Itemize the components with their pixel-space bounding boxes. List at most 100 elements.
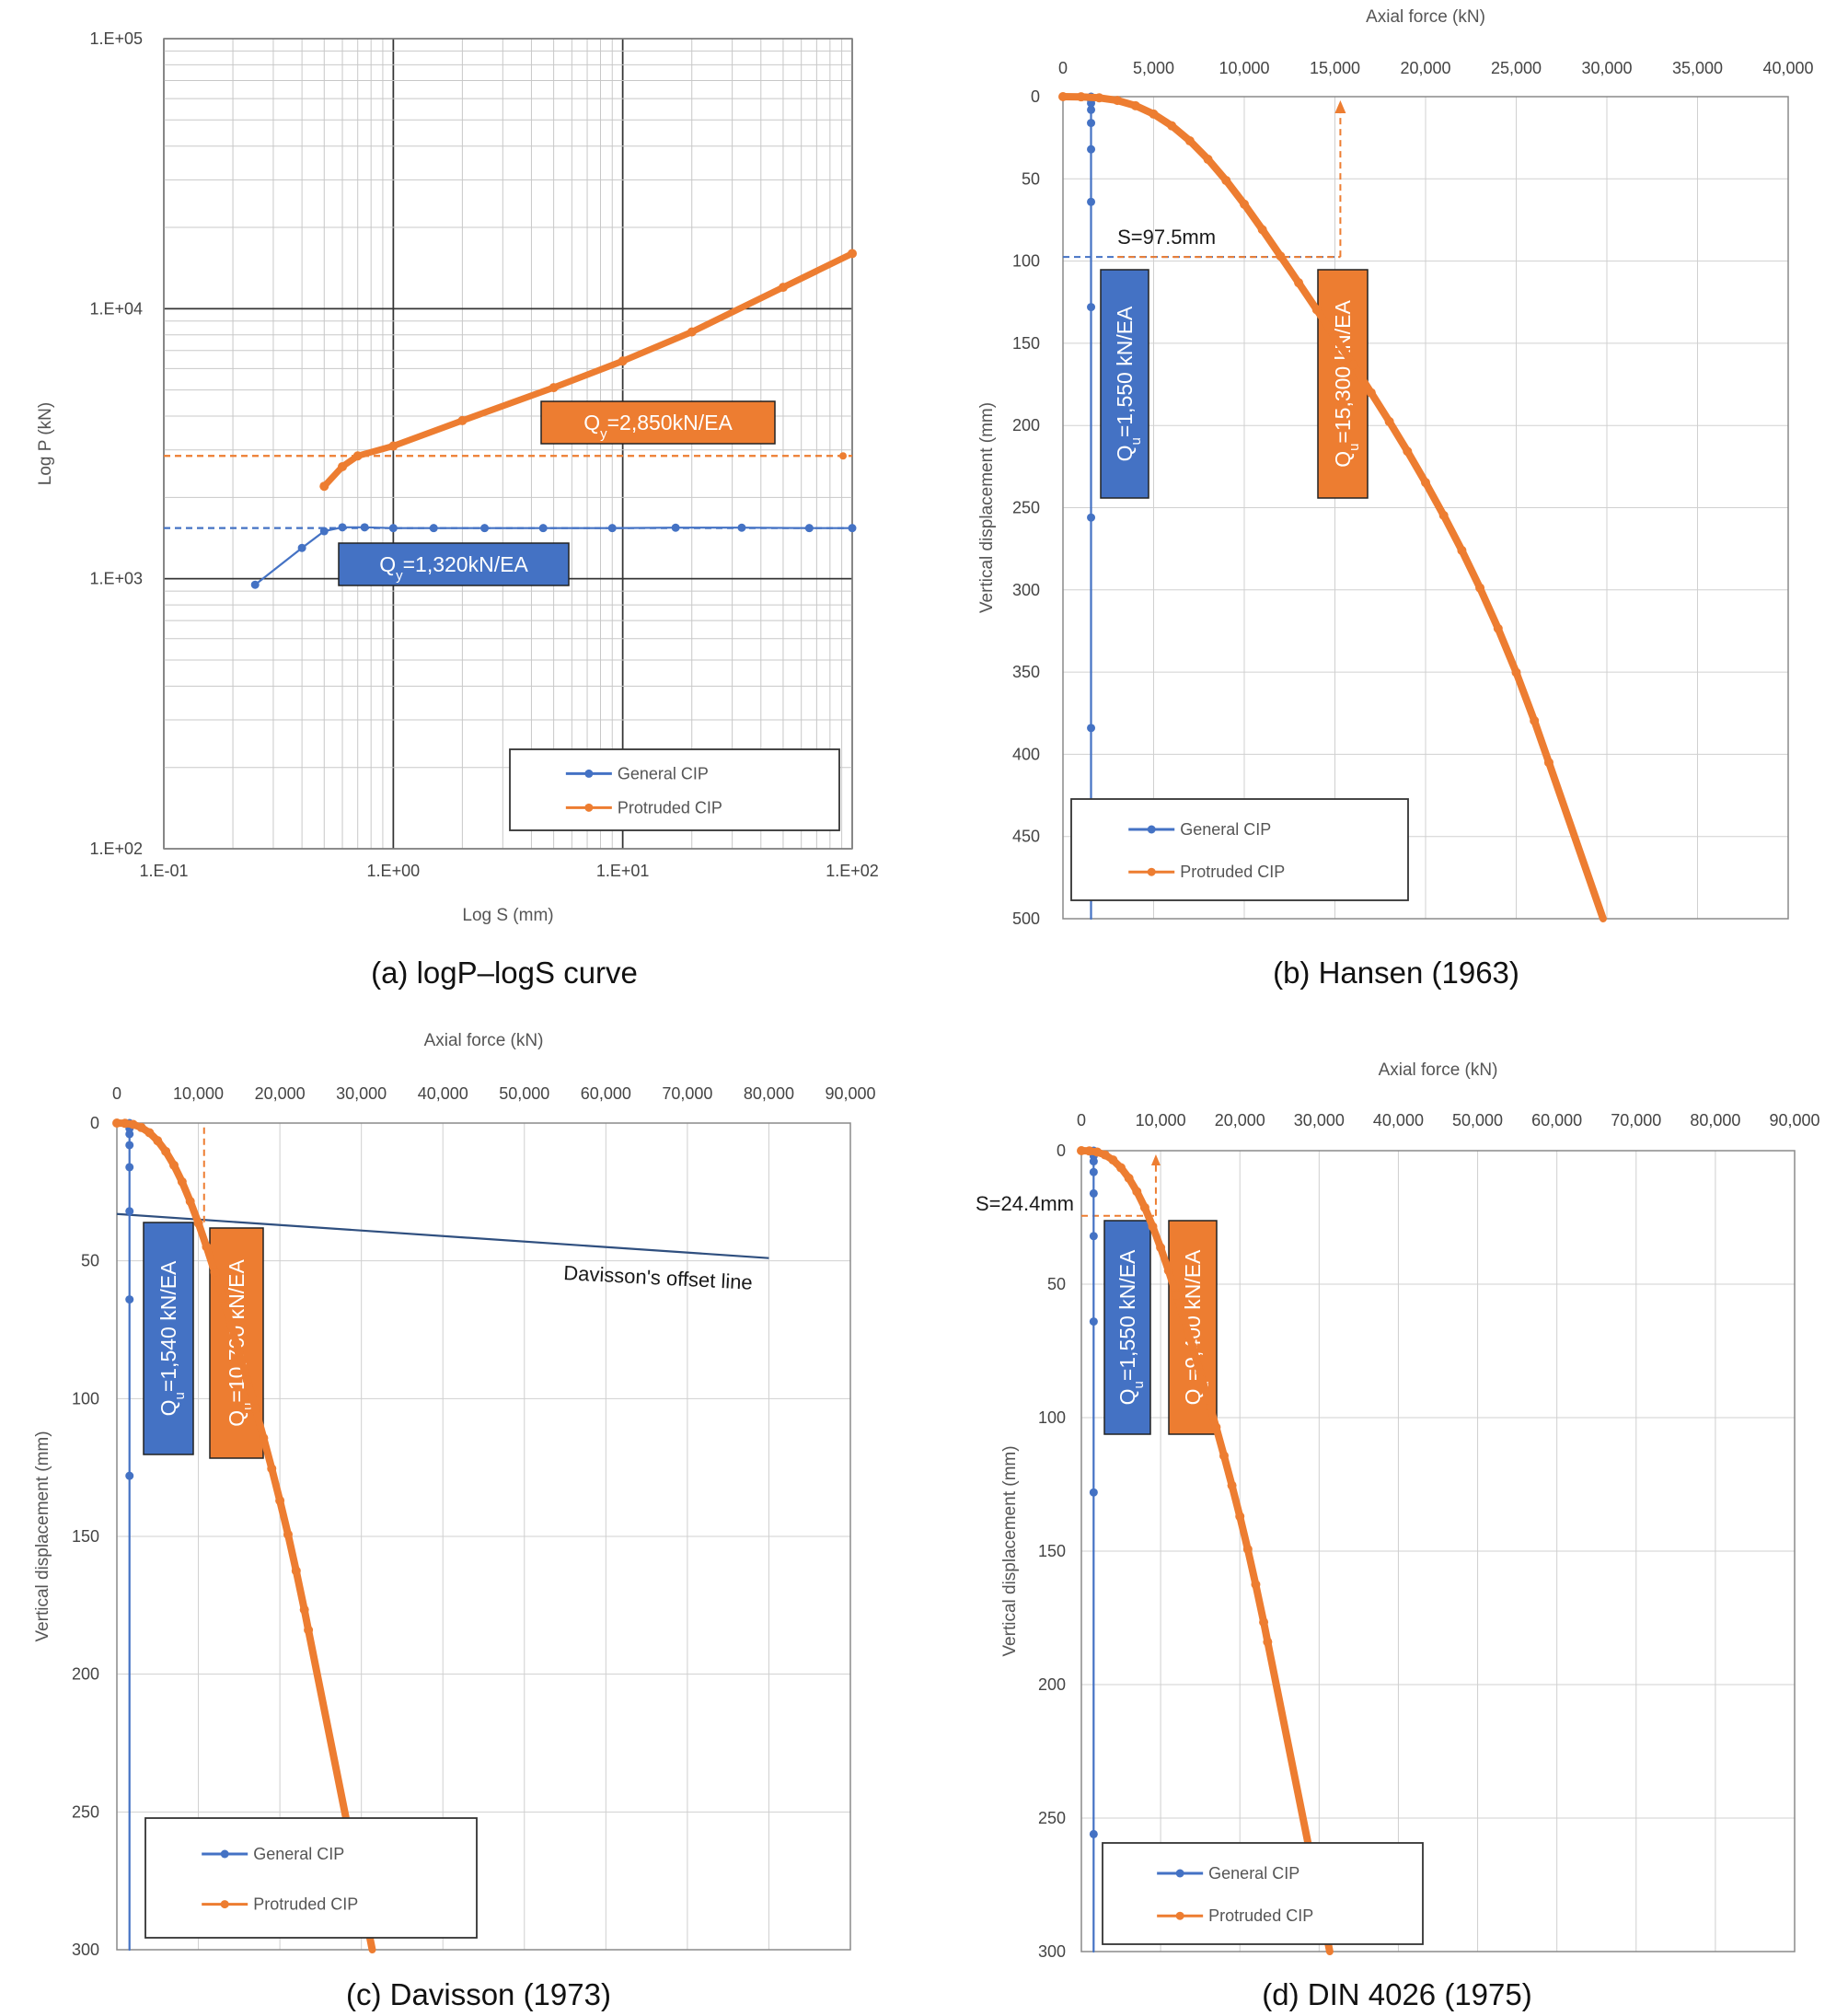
data-point — [1130, 100, 1140, 110]
chart-c: 0 10,000 20,000 30,000 40,000 50,000 60,000 70,… — [33, 1031, 876, 2011]
data-point — [1089, 1488, 1098, 1497]
y-axis-title: Vertical displacement (mm) — [33, 1431, 52, 1641]
data-point — [360, 523, 369, 532]
x-tick-label: 50,000 — [1452, 1111, 1503, 1130]
data-point — [259, 1433, 269, 1443]
data-point — [1108, 1155, 1118, 1165]
series-protruded-cip — [112, 1118, 376, 1953]
data-point — [1149, 109, 1159, 119]
data-point — [1240, 199, 1249, 209]
x-tick-label: 30,000 — [1581, 59, 1632, 77]
gridlines — [163, 38, 853, 850]
x-tick-label: 0 — [112, 1084, 121, 1103]
legend-marker — [1175, 1869, 1184, 1878]
data-point — [1179, 1315, 1189, 1326]
data-point — [1511, 667, 1521, 678]
data-point — [136, 1122, 146, 1132]
data-point — [1263, 1637, 1273, 1647]
data-point — [1089, 1188, 1098, 1198]
data-point — [299, 1605, 309, 1615]
y-tick-label: 150 — [1012, 334, 1040, 353]
data-point — [1089, 1829, 1098, 1838]
s-label: S=97.5mm — [1117, 226, 1216, 249]
y-tick-label: 50 — [81, 1252, 99, 1270]
data-point — [250, 1404, 260, 1414]
x-tick-label: 35,000 — [1672, 59, 1723, 77]
legend-marker — [1147, 867, 1156, 876]
y-tick-label: 1.E+05 — [89, 29, 143, 48]
data-point — [1089, 1157, 1098, 1166]
data-point — [338, 523, 347, 532]
legend-label-general: General CIP — [618, 764, 709, 782]
legend-label-protruded: Protruded CIP — [1180, 863, 1285, 881]
data-point — [144, 1128, 155, 1138]
y-tick-label: 200 — [72, 1665, 99, 1684]
data-point — [607, 524, 617, 533]
data-point — [125, 1295, 134, 1304]
data-point — [1087, 513, 1096, 522]
data-point — [185, 1197, 195, 1207]
legend-marker — [220, 1900, 229, 1909]
data-point — [1330, 332, 1340, 342]
data-point — [1087, 724, 1096, 733]
legend-label-general: General CIP — [253, 1845, 344, 1863]
legend-label-protruded: Protruded CIP — [618, 798, 722, 817]
y-tick-label: 0 — [1031, 87, 1040, 106]
y-axis-title: Log P (kN) — [36, 402, 55, 485]
blue-annotation-box-label: Qu=1,550 kN/EA — [1113, 306, 1144, 461]
y-tick-label: 300 — [72, 1941, 99, 1959]
panel-caption: (d) DIN 4026 (1975) — [1262, 1977, 1531, 2011]
x-tick-label: 10,000 — [1136, 1111, 1186, 1130]
data-point — [538, 524, 548, 533]
data-point — [1116, 1163, 1126, 1173]
chart-d: 0 10,000 20,000 30,000 40,000 50,000 60,000 70,… — [976, 1060, 1820, 2011]
panel-caption: (b) Hansen (1963) — [1273, 956, 1519, 990]
data-point — [125, 1471, 134, 1480]
y-tick-label: 150 — [1038, 1542, 1066, 1560]
y-tick-label: 50 — [1047, 1275, 1066, 1293]
legend: General CIP Protruded CIP — [509, 748, 840, 831]
x-tick-label: 90,000 — [825, 1084, 875, 1103]
data-point — [153, 1136, 163, 1146]
chart-b: 0 5,000 10,000 15,000 20,000 25,000 30,000 35,0… — [977, 7, 1814, 990]
data-point — [848, 524, 857, 533]
x-tick-label: 1.E+00 — [367, 862, 421, 880]
x-tick-label: 25,000 — [1491, 59, 1542, 77]
reference-marker — [839, 452, 847, 460]
plot-frame — [116, 1122, 851, 1951]
arrow-up-icon — [1334, 100, 1346, 113]
legend-label-general: General CIP — [1180, 820, 1271, 839]
y-tick-label: 200 — [1038, 1675, 1066, 1694]
data-point — [1457, 545, 1467, 555]
data-point — [1076, 92, 1086, 102]
data-point — [1438, 510, 1449, 520]
x-tick-label: 1.E+02 — [826, 862, 879, 880]
panel-caption: (a) logP–logS curve — [371, 956, 638, 990]
data-point — [125, 1207, 134, 1216]
legend-label-protruded: Protruded CIP — [1208, 1906, 1313, 1925]
data-point — [1475, 583, 1485, 593]
legend-frame — [509, 748, 840, 831]
data-point — [804, 524, 814, 533]
x-tick-label: 40,000 — [418, 1084, 468, 1103]
data-point — [1087, 105, 1096, 114]
annotations: Qy=2,850kN/EA Qy=1,320kN/EA — [164, 400, 852, 586]
legend-label-general: General CIP — [1208, 1864, 1299, 1883]
plot-frame — [1062, 96, 1789, 920]
data-point — [1493, 623, 1503, 633]
data-point — [168, 1160, 179, 1170]
data-point — [193, 1218, 203, 1228]
y-tick-label: 100 — [72, 1389, 99, 1408]
legend-marker — [1147, 825, 1156, 834]
blue-annotation-box — [338, 542, 570, 586]
data-point — [1403, 446, 1413, 457]
x-tick-label: 15,000 — [1310, 59, 1360, 77]
y-tick-label: 300 — [1038, 1942, 1066, 1961]
data-point — [352, 451, 363, 461]
y-axis-title: Vertical displacement (mm) — [977, 402, 997, 613]
data-point — [225, 1320, 236, 1330]
orange-annotation-box — [540, 400, 776, 445]
y-tick-label: 100 — [1038, 1408, 1066, 1427]
